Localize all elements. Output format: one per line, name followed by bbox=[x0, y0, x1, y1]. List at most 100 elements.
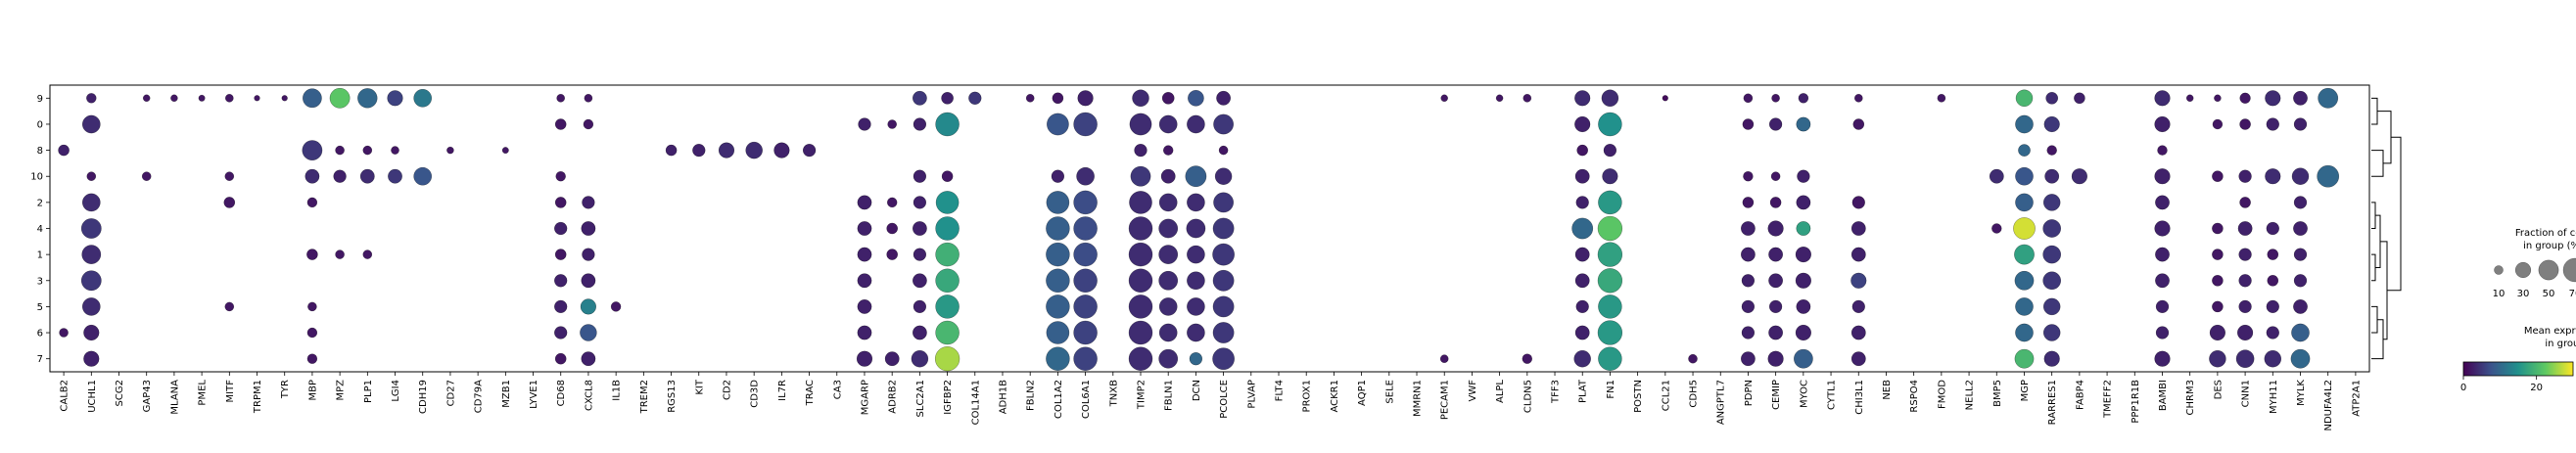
x-tick-label: PLVAP bbox=[1246, 380, 1257, 409]
dot-4-MGARP bbox=[857, 221, 872, 236]
x-tick-label: PLP1 bbox=[363, 380, 374, 403]
x-tick-label: CYTL1 bbox=[1827, 380, 1838, 410]
dot-9-FN1 bbox=[1601, 89, 1619, 107]
y-tick-label: 7 bbox=[37, 354, 43, 365]
dot-4-BMP5 bbox=[1991, 223, 2002, 234]
dot-1-PCOLCE bbox=[1212, 243, 1235, 266]
x-tick-label: FLT4 bbox=[1275, 380, 1286, 401]
x-tick-label: AQP1 bbox=[1357, 380, 1368, 406]
dot-10-FABP4 bbox=[2071, 168, 2087, 185]
x-tick-label: IL7R bbox=[777, 380, 788, 401]
dot-6-MYLK bbox=[2291, 323, 2310, 342]
x-tick-label: PMEL bbox=[198, 380, 209, 406]
dot-9-PMEL bbox=[198, 94, 206, 102]
x-tick-label: PECAM1 bbox=[1440, 380, 1451, 420]
dot-9-CDH19 bbox=[413, 89, 432, 108]
dot-8-RARRES1 bbox=[2046, 145, 2057, 156]
dot-7-BAMBI bbox=[2154, 350, 2171, 367]
dot-4-MYH11 bbox=[2266, 221, 2279, 236]
x-tick-label: LGI4 bbox=[391, 380, 401, 402]
dot-9-MYLK bbox=[2293, 91, 2308, 106]
dot-2-PLAT bbox=[1575, 196, 1589, 209]
dot-4-CEMIP bbox=[1767, 220, 1784, 237]
colorbar-title-line2: in group bbox=[2545, 339, 2576, 349]
dot-7-CLDN5 bbox=[1522, 353, 1532, 364]
dot-6-DCN bbox=[1187, 323, 1205, 342]
dot-1-COL6A1 bbox=[1073, 242, 1098, 267]
dot-5-BAMBI bbox=[2155, 299, 2170, 313]
dendrogram bbox=[2371, 97, 2402, 360]
x-tick-label: COL14A1 bbox=[970, 380, 981, 425]
y-tick-label: 1 bbox=[37, 250, 43, 261]
x-tick-label: ANGPTL7 bbox=[1716, 380, 1727, 425]
dot-4-FN1 bbox=[1597, 215, 1622, 242]
dot-5-CHI3L1 bbox=[1851, 299, 1865, 313]
size-legend-label: 10 bbox=[2493, 289, 2506, 299]
dot-8-TIMP2 bbox=[1134, 144, 1147, 158]
dot-1-TIMP2 bbox=[1128, 242, 1153, 267]
dot-9-GAP43 bbox=[143, 94, 151, 102]
size-legend-items: 10 30 50 70 bbox=[2493, 257, 2576, 299]
dot-6-CEMIP bbox=[1768, 325, 1783, 340]
dot-1-MYOC bbox=[1795, 247, 1811, 263]
dot-2-BAMBI bbox=[2155, 195, 2170, 210]
dot-5-PDPN bbox=[1741, 299, 1755, 313]
x-tick-label: FN1 bbox=[1606, 380, 1616, 399]
dot-0-CXCL8 bbox=[583, 118, 593, 130]
dot-7-MBP bbox=[306, 353, 317, 364]
dot-3-MYOC bbox=[1795, 272, 1811, 289]
dot-3-PDPN bbox=[1741, 274, 1755, 288]
x-tick-label: MGP bbox=[2020, 380, 2031, 401]
dot-7-FN1 bbox=[1598, 346, 1622, 371]
dot-9-MYH11 bbox=[2265, 90, 2281, 107]
dot-7-MYH11 bbox=[2264, 350, 2281, 368]
dot-5-CEMIP bbox=[1769, 299, 1783, 313]
size-legend-title-line2: in group (%) bbox=[2523, 241, 2576, 251]
dot-6-FBLN1 bbox=[1159, 323, 1178, 342]
dot-2-MITF bbox=[223, 197, 235, 208]
dot-7-TIMP2 bbox=[1128, 346, 1153, 371]
dot-1-MGP bbox=[2014, 244, 2035, 265]
dot-9-DES bbox=[2214, 94, 2222, 102]
dot-9-DCN bbox=[1188, 90, 1204, 107]
x-tick-label: TRPM1 bbox=[253, 380, 263, 414]
dot-5-COL6A1 bbox=[1073, 294, 1098, 319]
dot-10-DCN bbox=[1185, 165, 1207, 187]
dot-9-COL6A1 bbox=[1077, 90, 1094, 107]
dot-4-UCHL1 bbox=[81, 218, 102, 239]
dot-9-PDPN bbox=[1743, 93, 1754, 103]
dot-7-DCN bbox=[1189, 352, 1202, 366]
dot-5-FN1 bbox=[1598, 294, 1622, 319]
dot-9-MGP bbox=[2015, 89, 2034, 107]
dot-5-MGP bbox=[2015, 297, 2034, 316]
dot-10-PLP1 bbox=[360, 168, 375, 184]
dot-10-MYH11 bbox=[2265, 168, 2281, 185]
x-tick-label: PROX1 bbox=[1302, 380, 1313, 412]
dot-9-PLAT bbox=[1574, 90, 1591, 107]
x-tick-label: MLANA bbox=[169, 380, 180, 415]
x-tick-label: KIT bbox=[694, 379, 705, 395]
dot-9-FABP4 bbox=[2074, 92, 2085, 104]
dot-5-MYLK bbox=[2293, 299, 2308, 314]
dot-9-MYOC bbox=[1798, 93, 1808, 104]
dot-10-MGP bbox=[2015, 167, 2034, 186]
dot-6-CALB2 bbox=[59, 328, 69, 338]
dot-4-FBLN1 bbox=[1158, 218, 1178, 239]
size-legend-dot bbox=[2494, 265, 2504, 275]
dot-6-PDPN bbox=[1741, 326, 1755, 340]
x-tick-label: FMOD bbox=[1937, 380, 1947, 409]
y-tick-label: 5 bbox=[37, 302, 43, 313]
dot-6-RARRES1 bbox=[2043, 324, 2061, 341]
dot-5-UCHL1 bbox=[82, 297, 101, 316]
dot-1-CXCL8 bbox=[582, 248, 595, 261]
x-tick-label: BMP5 bbox=[1992, 380, 2003, 407]
x-tick-label: MITF bbox=[225, 380, 236, 403]
dot-10-UCHL1 bbox=[86, 171, 96, 181]
dot-7-PLAT bbox=[1573, 350, 1591, 368]
dot-7-FBLN1 bbox=[1158, 348, 1178, 369]
dot-10-MPZ bbox=[333, 169, 347, 183]
colorbar-legend: Mean expression in group 0 20 bbox=[2460, 326, 2576, 393]
dot-2-SLC2A1 bbox=[913, 196, 926, 209]
dot-10-LGI4 bbox=[388, 168, 402, 184]
dot-0-MGARP bbox=[858, 117, 871, 131]
